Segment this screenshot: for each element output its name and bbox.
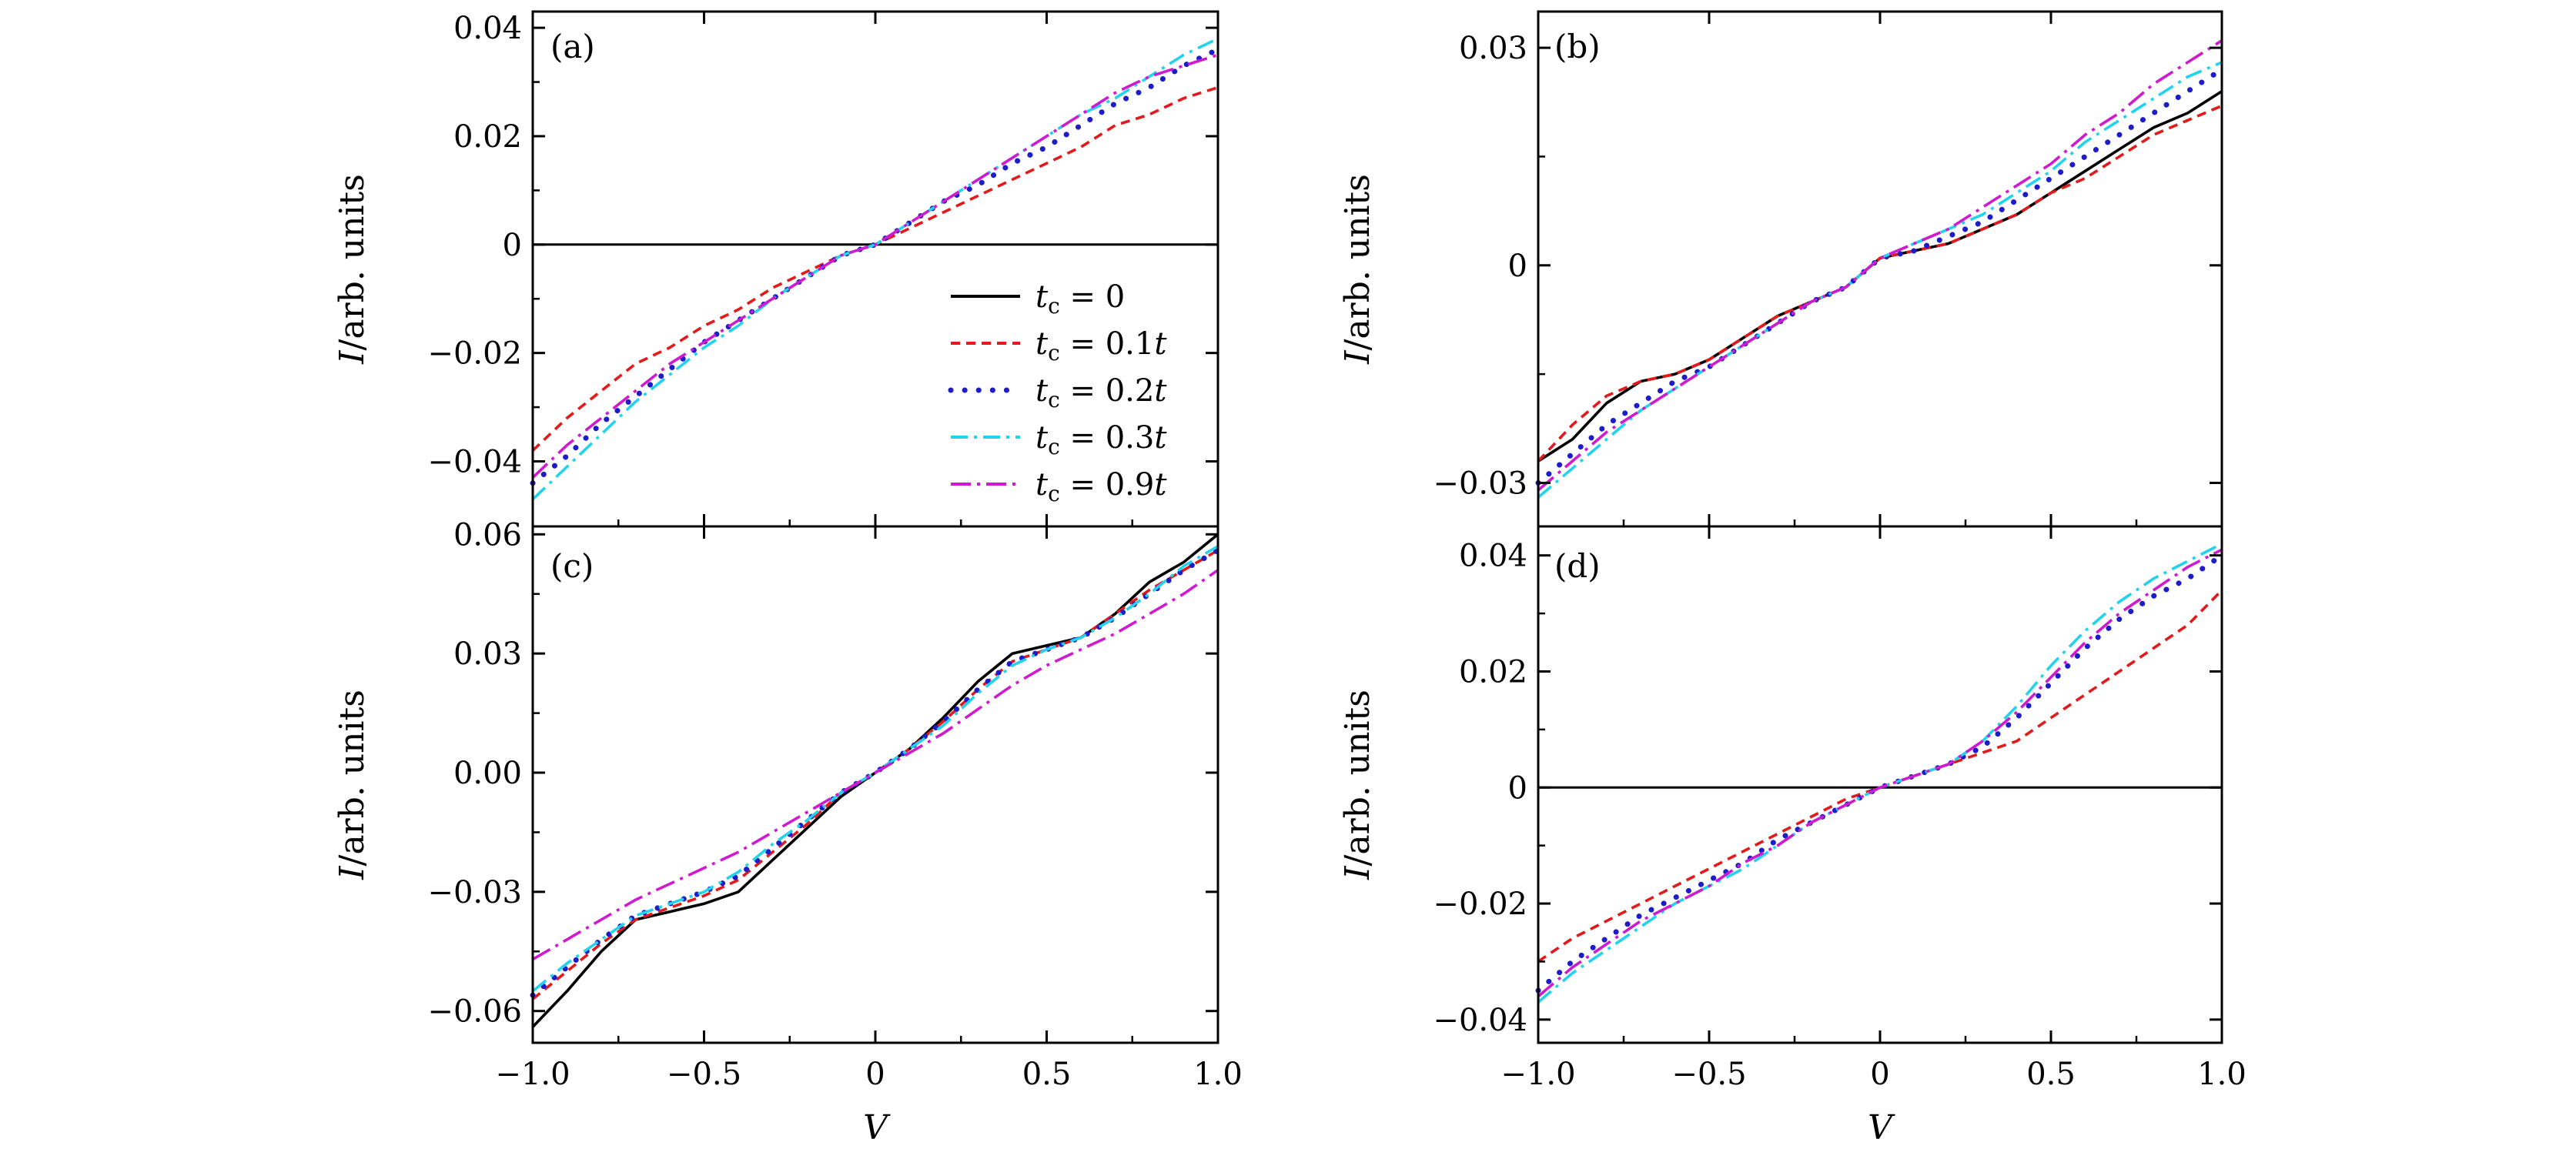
y-axis-title: I/arb. units — [333, 690, 372, 880]
x-tick-label: 0 — [865, 1057, 885, 1092]
y-axis-title: I/arb. units — [1338, 174, 1377, 365]
y-tick-label: −0.04 — [427, 444, 522, 479]
series-tc03-line — [1537, 61, 2223, 499]
series-tc02-line — [1535, 66, 2225, 486]
y-tick-label: 0.04 — [1459, 539, 1527, 574]
legend-label-tc03: tc = 0.3t — [1035, 420, 1167, 459]
y-tick-label: 0.04 — [453, 11, 522, 46]
x-tick-label: −1.0 — [1500, 1057, 1575, 1092]
legend-label-tc02: tc = 0.2t — [1035, 373, 1167, 412]
legend-label-tc01: tc = 0.1t — [1035, 326, 1167, 366]
panel-label: (a) — [550, 28, 595, 65]
panel-c: −0.06 −0.03 0.00 0.03 0.06 −1.0 −0.5 0 0.5 1.0 (c)… — [333, 517, 1243, 1147]
panel-label: (d) — [1554, 547, 1601, 585]
y-tick-label: −0.02 — [427, 336, 522, 372]
x-tick-label: −0.5 — [1671, 1057, 1746, 1092]
series-tc09-line — [532, 569, 1219, 961]
panel-d: −0.04 −0.02 0 0.02 0.04 −1.0 −0.5 0 0.5 1.0 (d) I/a… — [1338, 525, 2246, 1147]
series-tc01-line — [1537, 104, 2223, 463]
panel-label: (c) — [550, 547, 594, 585]
y-tick-label: 0.03 — [1459, 31, 1527, 66]
y-tick-label: 0 — [1508, 770, 1527, 806]
y-tick-label: 0.00 — [453, 756, 522, 791]
y-tick-label: 0 — [1508, 249, 1527, 284]
y-tick-label: −0.03 — [427, 875, 522, 910]
panel-label: (b) — [1554, 28, 1601, 65]
panel-a: −0.04 −0.02 0 0.02 0.04 (a) I/arb. units — [333, 10, 1221, 528]
y-tick-label: −0.06 — [427, 994, 522, 1030]
x-axis-title: V — [863, 1108, 891, 1147]
x-tick-label: 0.5 — [1022, 1057, 1072, 1092]
series-tc02-line — [1535, 553, 2225, 994]
y-tick-label: 0.03 — [453, 636, 522, 672]
y-tick-label: −0.03 — [1433, 466, 1527, 501]
x-axis-title: V — [1868, 1108, 1895, 1147]
series-tc01-line — [1537, 589, 2223, 963]
series-tc03-line — [531, 545, 1219, 993]
x-tick-label: 1.0 — [2197, 1057, 2246, 1092]
series-tc09-line — [1537, 39, 2223, 492]
y-tick-label: 0.02 — [453, 119, 522, 155]
x-tick-label: 0 — [1870, 1057, 1889, 1092]
legend-label-tc09: tc = 0.9t — [1035, 467, 1167, 506]
y-tick-label: −0.04 — [1433, 1003, 1527, 1038]
y-tick-label: −0.02 — [1433, 887, 1527, 922]
y-tick-label: 0 — [503, 228, 522, 263]
series-tc09-line — [531, 53, 1219, 479]
series-tc01-line — [531, 549, 1219, 1000]
x-tick-label: −0.5 — [667, 1057, 741, 1092]
legend: tc = 0 tc = 0.1t tc = 0.2t tc = 0.3t tc … — [948, 279, 1167, 506]
x-tick-label: 1.0 — [1193, 1057, 1243, 1092]
y-axis-title: I/arb. units — [333, 174, 372, 365]
y-axis-title: I/arb. units — [1338, 690, 1377, 880]
series-tc09-line — [1537, 548, 2223, 998]
y-tick-label: 0.06 — [453, 517, 522, 553]
x-tick-label: −1.0 — [495, 1057, 570, 1092]
x-tick-label: 0.5 — [2026, 1057, 2076, 1092]
y-tick-label: 0.02 — [1459, 654, 1527, 690]
